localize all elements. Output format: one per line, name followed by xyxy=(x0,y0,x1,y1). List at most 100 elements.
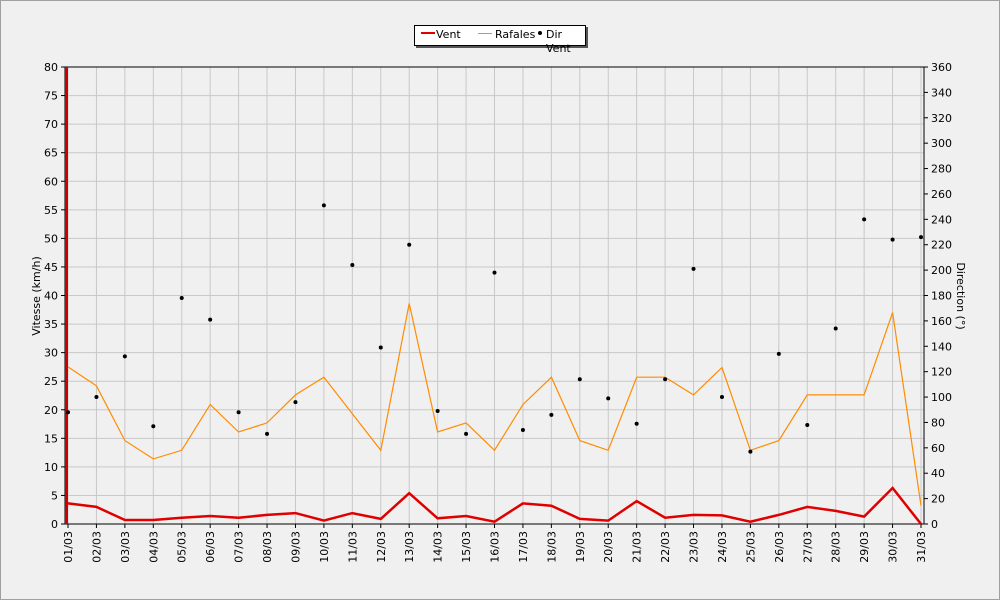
x-tick-label: 06/03 xyxy=(204,531,217,563)
data-point-dir-vent xyxy=(179,296,184,301)
y-tick-label-right: 0 xyxy=(931,518,938,531)
y-tick-label-left: 0 xyxy=(51,518,58,531)
data-point-dir-vent xyxy=(265,431,270,436)
x-tick-label: 20/03 xyxy=(602,531,615,563)
data-point-dir-vent xyxy=(350,263,355,268)
x-tick-label: 27/03 xyxy=(801,531,814,563)
y-tick-label-right: 360 xyxy=(931,61,952,74)
x-tick-label: 16/03 xyxy=(489,531,502,563)
x-tick-label: 01/03 xyxy=(62,531,75,563)
x-tick-label: 29/03 xyxy=(858,531,871,563)
y-tick-label-right: 160 xyxy=(931,315,952,328)
data-point-dir-vent xyxy=(321,203,326,208)
data-point-dir-vent xyxy=(407,242,412,247)
x-tick-label: 31/03 xyxy=(915,531,928,563)
x-tick-label: 08/03 xyxy=(261,531,274,563)
x-tick-label: 10/03 xyxy=(318,531,331,563)
data-point-dir-vent xyxy=(378,345,383,350)
data-point-dir-vent xyxy=(776,351,781,356)
y-tick-label-right: 140 xyxy=(931,340,952,353)
y-tick-label-left: 55 xyxy=(44,204,58,217)
data-point-dir-vent xyxy=(435,409,440,414)
y-tick-label-left: 30 xyxy=(44,347,58,360)
y-axis-label-left: Vitesse (km/h) xyxy=(30,256,43,336)
x-tick-label: 14/03 xyxy=(432,531,445,563)
data-point-dir-vent xyxy=(577,377,582,382)
data-point-dir-vent xyxy=(122,354,127,359)
x-tick-label: 21/03 xyxy=(631,531,644,563)
y-tick-label-left: 35 xyxy=(44,318,58,331)
y-axis-label-right: Direction (°) xyxy=(954,262,967,329)
y-tick-label-left: 5 xyxy=(51,489,58,502)
y-tick-label-left: 15 xyxy=(44,432,58,445)
data-point-dir-vent xyxy=(805,422,810,427)
x-tick-label: 23/03 xyxy=(688,531,701,563)
x-tick-label: 28/03 xyxy=(830,531,843,563)
data-point-dir-vent xyxy=(890,237,895,242)
y-tick-label-right: 260 xyxy=(931,188,952,201)
y-tick-label-right: 60 xyxy=(931,442,945,455)
data-point-dir-vent xyxy=(862,217,867,222)
data-point-dir-vent xyxy=(606,396,611,401)
data-point-dir-vent xyxy=(833,326,838,331)
data-point-dir-vent xyxy=(208,317,213,322)
x-tick-label: 03/03 xyxy=(119,531,132,563)
y-tick-label-left: 10 xyxy=(44,461,58,474)
series-layer xyxy=(66,203,923,525)
legend: Vent Rafales Dir Vent xyxy=(414,25,586,55)
legend-vent-swatch xyxy=(421,32,435,34)
x-tick-label: 22/03 xyxy=(659,531,672,563)
data-point-dir-vent xyxy=(634,421,639,426)
y-tick-label-right: 100 xyxy=(931,391,952,404)
data-point-dir-vent xyxy=(919,235,923,240)
y-tick-label-left: 70 xyxy=(44,118,58,131)
y-tick-label-right: 40 xyxy=(931,467,945,480)
y-tick-label-right: 340 xyxy=(931,86,952,99)
legend-rafales-swatch xyxy=(478,33,492,34)
y-tick-label-left: 45 xyxy=(44,261,58,274)
y-tick-label-left: 65 xyxy=(44,147,58,160)
y-tick-label-left: 80 xyxy=(44,61,58,74)
data-point-dir-vent xyxy=(66,410,70,415)
legend-dirvent-label: Dir Vent xyxy=(546,28,571,55)
x-tick-label: 17/03 xyxy=(517,531,530,563)
y-tick-label-right: 20 xyxy=(931,493,945,506)
x-tick-label: 02/03 xyxy=(90,531,103,563)
data-point-dir-vent xyxy=(719,395,724,400)
data-point-dir-vent xyxy=(464,431,469,436)
y-tick-label-right: 240 xyxy=(931,213,952,226)
x-tick-label: 09/03 xyxy=(289,531,302,563)
data-point-dir-vent xyxy=(748,449,753,454)
y-tick-label-left: 25 xyxy=(44,375,58,388)
x-tick-label: 30/03 xyxy=(887,531,900,563)
x-tick-label: 25/03 xyxy=(744,531,757,563)
y-tick-label-left: 75 xyxy=(44,90,58,103)
y-tick-label-right: 300 xyxy=(931,137,952,150)
data-point-dir-vent xyxy=(492,270,497,275)
y-tick-label-right: 320 xyxy=(931,112,952,125)
y-tick-label-right: 200 xyxy=(931,264,952,277)
x-tick-label: 11/03 xyxy=(346,531,359,563)
x-tick-label: 18/03 xyxy=(545,531,558,563)
data-point-dir-vent xyxy=(549,412,554,417)
x-tick-label: 05/03 xyxy=(176,531,189,563)
x-tick-label: 13/03 xyxy=(403,531,416,563)
legend-rafales-label: Rafales xyxy=(495,28,536,41)
y-tick-label-right: 180 xyxy=(931,290,952,303)
data-point-dir-vent xyxy=(236,410,241,415)
x-tick-label: 26/03 xyxy=(773,531,786,563)
x-tick-label: 24/03 xyxy=(716,531,729,563)
y-tick-label-right: 120 xyxy=(931,366,952,379)
x-tick-label: 15/03 xyxy=(460,531,473,563)
y-tick-label-right: 220 xyxy=(931,239,952,252)
data-point-dir-vent xyxy=(520,428,525,433)
data-point-dir-vent xyxy=(691,266,696,271)
period-marker xyxy=(65,67,68,524)
y-tick-label-left: 60 xyxy=(44,175,58,188)
y-tick-label-left: 40 xyxy=(44,290,58,303)
x-tick-label: 19/03 xyxy=(574,531,587,563)
axes: 0 5 10 15 20 25 30 35 40 45 50 55 60 65 70 75 80 0 20 40 60 8… xyxy=(44,61,952,563)
legend-vent-label: Vent xyxy=(436,28,461,41)
legend-dirvent-swatch xyxy=(538,31,542,35)
